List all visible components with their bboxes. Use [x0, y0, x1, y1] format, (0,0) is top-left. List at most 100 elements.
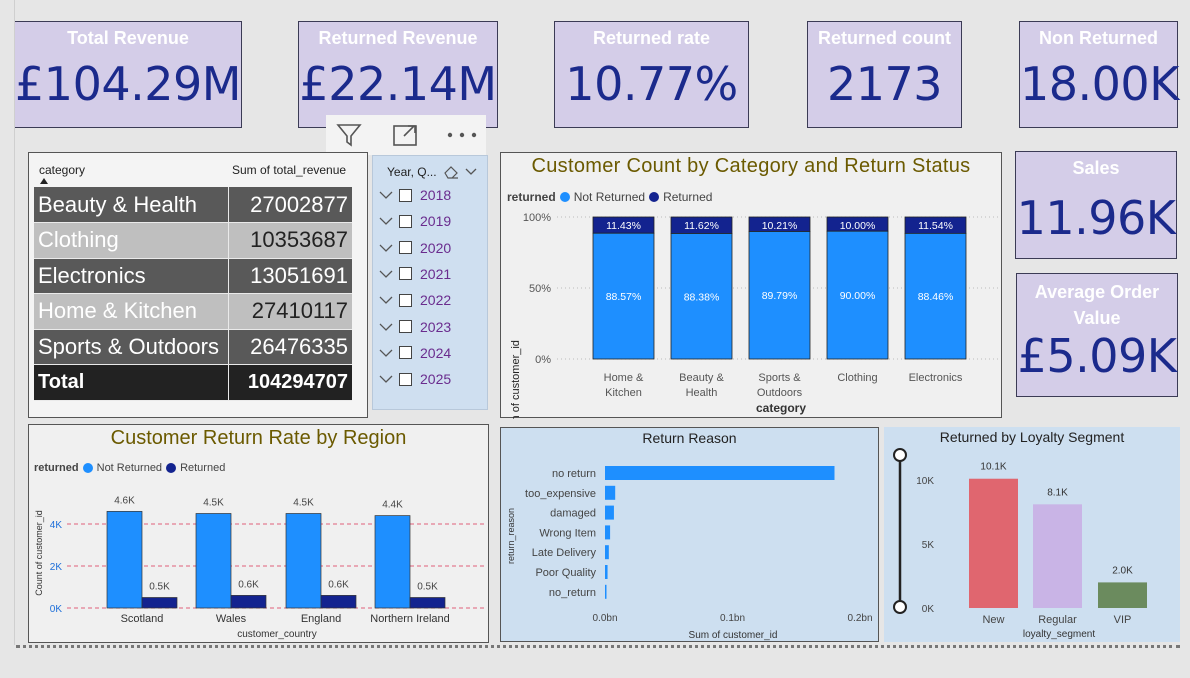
chart-legend: returned Not Returned Returned	[507, 190, 712, 204]
kpi-title: Returned Revenue	[318, 28, 478, 48]
slicer-item-2019[interactable]: 2019	[379, 211, 451, 231]
revenue-table: Beauty & Health 27002877 Clothing 10353687…	[34, 187, 352, 401]
slicer-item-2025[interactable]: 2025	[379, 369, 451, 389]
chart-title: Returned by Loyalty Segment	[939, 429, 1125, 445]
y-tick-label: too_expensive	[525, 488, 596, 500]
x-tick-label: Wales	[216, 613, 247, 625]
x-tick-label: New	[982, 614, 1004, 626]
kpi-title: Sales	[1072, 158, 1120, 178]
legend-dot-returned	[166, 463, 177, 473]
table-cell-value: 27002877	[227, 187, 352, 223]
table-row[interactable]: Beauty & Health 27002877	[34, 187, 352, 223]
x-tick-label: Clothing	[837, 372, 877, 384]
bar-not-returned	[592, 232, 655, 360]
region-return-chart: Customer Return Rate by Region returned …	[28, 424, 489, 643]
data-label-not-returned: 4.6K	[114, 495, 135, 506]
kpi-non-returned: Non Returned 18.00K	[1019, 21, 1179, 128]
y-tick-label: 50%	[529, 283, 551, 295]
table-row[interactable]: Electronics 13051691	[34, 258, 352, 294]
x-tick-label: Beauty & Health	[679, 372, 724, 399]
slider-handle-top[interactable]	[893, 448, 907, 462]
table-cell-category: Beauty & Health	[34, 187, 228, 223]
data-label-not-returned: 4.5K	[203, 498, 224, 509]
column-header-total-revenue[interactable]: Sum of total_revenue	[232, 163, 347, 177]
x-axis-title: Sum of customer_id	[689, 630, 778, 641]
table-row[interactable]: Sports & Outdoors 26476335	[34, 329, 352, 365]
bar-not-returned	[285, 513, 322, 609]
data-label-returned: 0.6K	[328, 579, 349, 590]
chart-plot: Count of customer_id 4K 2K 0K 4.6K 0.5K Scotla…	[34, 495, 484, 640]
slicer-item-label: 2023	[420, 318, 452, 335]
kpi-value: 10.77%	[565, 57, 738, 111]
legend-returned[interactable]: Returned	[663, 190, 713, 204]
slicer-item-2020[interactable]: 2020	[379, 238, 451, 258]
data-label-returned: 11.54%	[918, 220, 953, 232]
slicer-item-2022[interactable]: 2022	[379, 290, 451, 310]
legend-not-returned[interactable]: Not Returned	[96, 462, 163, 474]
slicer-item-2024[interactable]: 2024	[379, 343, 451, 363]
table-row[interactable]: Clothing 10353687	[34, 222, 352, 259]
range-slider[interactable]	[890, 445, 910, 615]
eraser-icon[interactable]	[443, 165, 459, 179]
table-cell-category: Clothing	[34, 222, 228, 259]
customer-count-chart: Customer Count by Category and Return St…	[500, 152, 1002, 419]
chevron-down-icon[interactable]	[379, 322, 393, 332]
column-header-category[interactable]: category	[39, 163, 86, 177]
slicer-checkbox[interactable]	[399, 214, 412, 228]
legend-title: returned	[34, 462, 79, 474]
bar-returned	[141, 597, 178, 609]
more-options-icon[interactable]	[444, 125, 480, 145]
chevron-down-icon[interactable]	[379, 374, 393, 384]
return-reason-chart: Return Reason return_reason no return too_…	[500, 427, 879, 642]
chevron-down-icon[interactable]	[379, 190, 393, 200]
slicer-checkbox[interactable]	[399, 188, 412, 202]
chart-title: Return Reason	[642, 430, 737, 446]
slicer-checkbox[interactable]	[399, 293, 412, 307]
chevron-down-icon[interactable]	[379, 295, 393, 305]
kpi-value: £104.29M	[15, 57, 241, 111]
x-tick-label: Regular	[1038, 614, 1077, 626]
chevron-down-icon[interactable]	[379, 243, 393, 253]
kpi-value: £5.09K	[1017, 329, 1177, 383]
table-cell-category: Sports & Outdoors	[34, 329, 228, 365]
sort-ascending-icon[interactable]	[39, 177, 49, 185]
kpi-value: 18.00K	[1020, 57, 1179, 111]
table-row[interactable]: Home & Kitchen 27410117	[34, 293, 352, 330]
slicer-checkbox[interactable]	[399, 241, 412, 255]
slicer-header[interactable]: Year, Q...	[387, 165, 437, 179]
slicer-checkbox[interactable]	[399, 372, 412, 386]
table-total-label: Total	[34, 364, 228, 401]
filter-icon[interactable]	[334, 120, 364, 150]
kpi-value: £22.14M	[299, 57, 497, 111]
table-cell-value: 13051691	[227, 258, 352, 294]
y-tick-label: 2K	[50, 562, 63, 573]
x-tick-label: Electronics	[909, 372, 963, 384]
x-axis-title: customer_country	[237, 629, 316, 640]
y-tick-label: 4K	[50, 520, 63, 531]
slicer-checkbox[interactable]	[399, 320, 412, 333]
kpi-total-revenue: Total Revenue £104.29M	[14, 21, 242, 128]
legend-not-returned[interactable]: Not Returned	[573, 190, 646, 204]
slicer-checkbox[interactable]	[399, 346, 412, 360]
focus-mode-icon[interactable]	[390, 120, 420, 150]
visual-header-toolbar	[326, 115, 486, 155]
slicer-item-2023[interactable]: 2023	[379, 317, 451, 337]
chevron-down-icon[interactable]	[379, 269, 393, 279]
chevron-down-icon[interactable]	[379, 216, 393, 226]
data-label-returned: 11.43%	[606, 220, 641, 232]
slider-handle-bottom[interactable]	[893, 600, 907, 614]
page-divider	[14, 0, 15, 645]
chevron-down-icon[interactable]	[465, 167, 477, 177]
y-tick-label: 0%	[535, 354, 551, 366]
slicer-item-2018[interactable]: 2018	[379, 185, 451, 205]
legend-returned[interactable]: Returned	[180, 462, 226, 474]
chart-plot: return_reason no return too_expensivedamag…	[506, 466, 873, 641]
y-tick-label: no return	[552, 468, 596, 480]
year-slicer: Year, Q... 2018 2019 2020 2021 2022 2023 2024 2…	[372, 155, 488, 410]
bar	[969, 478, 1018, 608]
slicer-checkbox[interactable]	[399, 267, 412, 281]
chevron-down-icon[interactable]	[379, 348, 393, 358]
slicer-item-2021[interactable]: 2021	[379, 264, 451, 284]
kpi-title: Returned count	[818, 28, 951, 48]
bar	[605, 565, 608, 579]
